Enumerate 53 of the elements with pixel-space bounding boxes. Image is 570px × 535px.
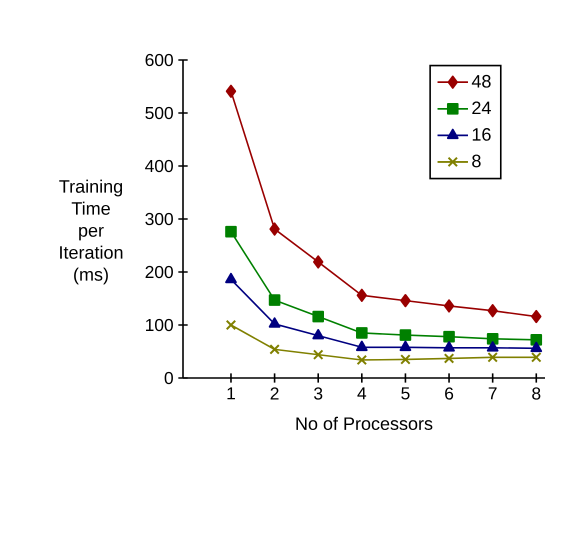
point [531, 352, 542, 363]
point [225, 226, 237, 238]
point [400, 340, 412, 352]
point [531, 310, 542, 324]
point [313, 255, 324, 269]
point [226, 84, 236, 98]
point [356, 354, 368, 366]
point [487, 352, 498, 363]
point [226, 320, 236, 330]
point [400, 354, 411, 365]
point [269, 344, 280, 355]
point [312, 329, 324, 340]
point [486, 341, 499, 352]
x-tick-label: 1 [227, 387, 235, 400]
y-tick-label: 400 [145, 160, 173, 172]
point [487, 304, 498, 318]
point [486, 332, 498, 345]
point [443, 330, 455, 342]
point [356, 340, 368, 352]
point [443, 341, 455, 352]
point [312, 349, 324, 360]
point [530, 342, 542, 352]
point [444, 299, 454, 313]
point [268, 294, 280, 306]
point [225, 272, 237, 284]
legend-label: 16 [472, 128, 491, 141]
point [268, 317, 280, 328]
point [356, 288, 368, 302]
x-tick-label: 5 [401, 387, 410, 400]
point [312, 310, 324, 322]
point [530, 334, 542, 346]
y-tick-label: 100 [146, 318, 173, 332]
legend-label: 48 [472, 74, 491, 88]
y-axis-title: Training Time per Iteration (ms) [59, 180, 122, 284]
point [400, 329, 412, 341]
point [400, 294, 411, 308]
legend-label: 8 [472, 154, 481, 168]
y-tick-label: 0 [164, 372, 173, 384]
x-tick-label: 4 [357, 387, 366, 400]
point [356, 327, 368, 339]
x-tick-label: 3 [314, 387, 322, 400]
point [269, 222, 280, 236]
y-tick-label: 200 [146, 266, 173, 278]
x-tick-label: 8 [532, 387, 540, 400]
y-tick-label: 300 [145, 212, 173, 226]
legend-label: 24 [472, 101, 491, 114]
x-tick-label: 2 [270, 387, 279, 400]
y-tick-label: 600 [146, 54, 173, 66]
y-tick-label: 500 [145, 106, 173, 120]
x-tick-label: 6 [445, 387, 454, 400]
x-tick-label: 7 [488, 387, 497, 400]
point [444, 353, 454, 364]
x-axis-title: No of Processors [296, 416, 432, 430]
